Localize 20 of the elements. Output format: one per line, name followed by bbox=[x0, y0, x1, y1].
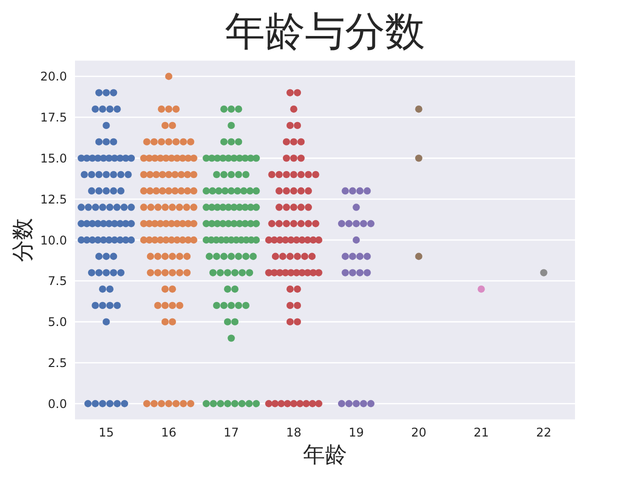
y-tick-label: 17.5 bbox=[40, 110, 67, 125]
y-tick-label: 15.0 bbox=[40, 151, 67, 166]
x-tick-label: 17 bbox=[224, 426, 239, 440]
x-axis-title: 年龄 bbox=[303, 443, 347, 468]
y-tick-label: 7.5 bbox=[48, 274, 67, 288]
y-tick-label: 0.0 bbox=[48, 396, 67, 411]
chart-title: 年龄与分数 bbox=[224, 8, 426, 56]
x-tick-label: 16 bbox=[161, 426, 176, 440]
y-tick-label: 2.5 bbox=[48, 356, 67, 370]
x-tick-label: 21 bbox=[474, 426, 489, 440]
y-tick-label: 12.5 bbox=[40, 192, 67, 206]
y-axis-title: 分数 bbox=[10, 218, 36, 262]
x-tick-label: 22 bbox=[536, 426, 552, 440]
y-tick-label: 5.0 bbox=[48, 315, 67, 330]
y-tick-label: 10.0 bbox=[40, 233, 67, 248]
x-tick-label: 15 bbox=[98, 426, 114, 440]
x-tick-label: 19 bbox=[348, 426, 364, 440]
x-tick-label: 18 bbox=[286, 426, 302, 440]
y-tick-label: 20.0 bbox=[40, 70, 67, 84]
x-tick-label: 20 bbox=[411, 426, 426, 440]
